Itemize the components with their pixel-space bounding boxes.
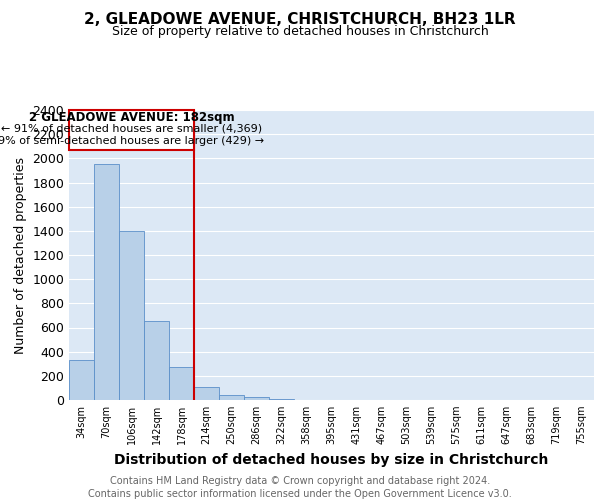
Bar — [119, 231, 144, 400]
Text: Contains HM Land Registry data © Crown copyright and database right 2024.: Contains HM Land Registry data © Crown c… — [110, 476, 490, 486]
Text: ← 91% of detached houses are smaller (4,369): ← 91% of detached houses are smaller (4,… — [1, 124, 262, 134]
Text: Size of property relative to detached houses in Christchurch: Size of property relative to detached ho… — [112, 25, 488, 38]
Bar — [194, 388, 219, 400]
Text: 2 GLEADOWE AVENUE: 182sqm: 2 GLEADOWE AVENUE: 182sqm — [29, 112, 235, 124]
Bar — [69, 110, 194, 150]
Bar — [94, 164, 119, 400]
Bar — [269, 399, 294, 400]
Bar — [219, 395, 244, 400]
Bar — [144, 322, 169, 400]
Bar — [69, 360, 94, 400]
Y-axis label: Number of detached properties: Number of detached properties — [14, 156, 27, 354]
Text: Contains public sector information licensed under the Open Government Licence v3: Contains public sector information licen… — [88, 489, 512, 499]
Text: 9% of semi-detached houses are larger (429) →: 9% of semi-detached houses are larger (4… — [0, 136, 265, 146]
Bar — [244, 397, 269, 400]
Bar — [169, 368, 194, 400]
X-axis label: Distribution of detached houses by size in Christchurch: Distribution of detached houses by size … — [115, 452, 548, 466]
Text: 2, GLEADOWE AVENUE, CHRISTCHURCH, BH23 1LR: 2, GLEADOWE AVENUE, CHRISTCHURCH, BH23 1… — [84, 12, 516, 28]
